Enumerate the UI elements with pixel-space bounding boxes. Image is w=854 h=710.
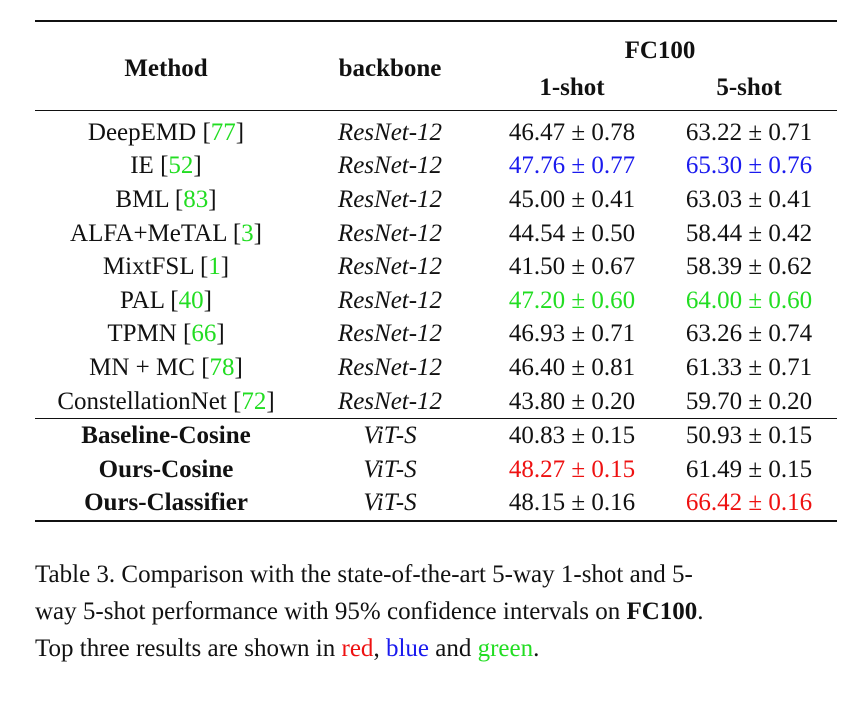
citation-link[interactable]: 52 <box>168 152 194 180</box>
method-cell: ConstellationNet [72] <box>57 387 275 415</box>
table-row: PAL [40] ResNet-12 47.20 ± 0.60 64.00 ± … <box>35 284 837 318</box>
method-cell: IE [52] <box>130 152 202 180</box>
backbone-cell: ResNet-12 <box>337 118 443 146</box>
method-cell: TPMN [66] <box>107 320 225 348</box>
header-five-shot: 5-shot <box>716 74 782 101</box>
backbone-cell: ResNet-12 <box>337 152 443 180</box>
caption-line-3: Top three results are shown in red, blue… <box>35 635 540 662</box>
caption-red-word: red <box>341 635 374 662</box>
table-row: MixtFSL [1] ResNet-12 41.50 ± 0.67 58.39… <box>35 250 837 284</box>
backbone-cell: ViT-S <box>363 489 417 517</box>
one-shot-cell: 41.50 ± 0.67 <box>508 253 636 281</box>
table-row: IE [52] ResNet-12 47.76 ± 0.77 65.30 ± 0… <box>35 150 837 184</box>
caption-dataset-name: FC100 <box>626 598 698 625</box>
backbone-cell: ResNet-12 <box>337 185 443 213</box>
table-row: MN + MC [78] ResNet-12 46.40 ± 0.81 61.3… <box>35 351 837 385</box>
header-backbone: backbone <box>338 55 442 82</box>
table-row: Ours-Classifier ViT-S 48.15 ± 0.16 66.42… <box>35 487 838 522</box>
backbone-cell: ResNet-12 <box>337 387 443 415</box>
five-shot-cell: 50.93 ± 0.15 <box>685 422 813 450</box>
one-shot-cell: 48.15 ± 0.16 <box>508 489 636 517</box>
caption-line-2: way 5-shot performance with 95% confiden… <box>35 598 704 625</box>
backbone-cell: ResNet-12 <box>337 353 443 381</box>
header-method: Method <box>124 55 208 82</box>
five-shot-cell: 63.26 ± 0.74 <box>685 320 813 348</box>
five-shot-cell: 61.49 ± 0.15 <box>685 455 813 483</box>
method-cell: PAL [40] <box>120 286 212 314</box>
five-shot-cell: 65.30 ± 0.76 <box>685 152 813 180</box>
citation-link[interactable]: 3 <box>241 219 254 247</box>
one-shot-cell: 40.83 ± 0.15 <box>508 422 636 450</box>
one-shot-cell: 48.27 ± 0.15 <box>508 455 636 483</box>
five-shot-cell: 61.33 ± 0.71 <box>685 353 813 381</box>
table-caption: Table 3. Comparison with the state-of-th… <box>35 556 835 667</box>
backbone-cell: ViT-S <box>363 422 417 450</box>
method-cell: Ours-Cosine <box>98 455 234 483</box>
table-row: DeepEMD [77] ResNet-12 46.47 ± 0.78 63.2… <box>35 110 838 150</box>
backbone-cell: ViT-S <box>363 455 417 483</box>
five-shot-cell: 64.00 ± 0.60 <box>685 286 813 314</box>
citation-link[interactable]: 83 <box>183 185 209 213</box>
one-shot-cell: 47.20 ± 0.60 <box>508 286 636 314</box>
method-cell: ALFA+MeTAL [3] <box>70 219 262 247</box>
table-row: ALFA+MeTAL [3] ResNet-12 44.54 ± 0.50 58… <box>35 217 837 251</box>
method-cell: Ours-Classifier <box>84 489 248 517</box>
one-shot-cell: 47.76 ± 0.77 <box>508 152 636 180</box>
citation-link[interactable]: 1 <box>208 253 221 281</box>
results-table: Method backbone FC100 1-shot 5-shot Deep… <box>35 20 838 522</box>
table-row: Ours-Cosine ViT-S 48.27 ± 0.15 61.49 ± 0… <box>35 453 837 487</box>
five-shot-cell: 66.42 ± 0.16 <box>685 489 813 517</box>
caption-green-word: green <box>477 635 534 662</box>
one-shot-cell: 46.47 ± 0.78 <box>508 118 636 146</box>
citation-link[interactable]: 78 <box>209 353 235 381</box>
citation-link[interactable]: 40 <box>178 286 204 314</box>
five-shot-cell: 58.39 ± 0.62 <box>685 253 813 281</box>
header-one-shot: 1-shot <box>539 74 605 101</box>
header-dataset: FC100 <box>624 37 696 64</box>
backbone-cell: ResNet-12 <box>337 286 443 314</box>
table-row: TPMN [66] ResNet-12 46.93 ± 0.71 63.26 ±… <box>35 318 837 352</box>
table-row: Baseline-Cosine ViT-S 40.83 ± 0.15 50.93… <box>35 418 838 453</box>
one-shot-cell: 44.54 ± 0.50 <box>508 219 636 247</box>
five-shot-cell: 59.70 ± 0.20 <box>685 387 813 415</box>
method-cell: BML [83] <box>115 185 217 213</box>
method-cell: MixtFSL [1] <box>102 253 230 281</box>
caption-line-1: Table 3. Comparison with the state-of-th… <box>35 561 693 588</box>
citation-link[interactable]: 72 <box>241 387 267 415</box>
one-shot-cell: 46.93 ± 0.71 <box>508 320 636 348</box>
method-cell: MN + MC [78] <box>89 353 243 381</box>
backbone-cell: ResNet-12 <box>337 219 443 247</box>
citation-link[interactable]: 77 <box>210 118 236 146</box>
backbone-cell: ResNet-12 <box>337 320 443 348</box>
one-shot-cell: 43.80 ± 0.20 <box>508 387 636 415</box>
method-cell: Baseline-Cosine <box>81 422 251 450</box>
table-row: BML [83] ResNet-12 45.00 ± 0.41 63.03 ± … <box>35 183 837 217</box>
backbone-cell: ResNet-12 <box>337 253 443 281</box>
one-shot-cell: 46.40 ± 0.81 <box>508 353 636 381</box>
method-cell: DeepEMD [77] <box>87 118 245 146</box>
five-shot-cell: 58.44 ± 0.42 <box>685 219 813 247</box>
results-table-container: Method backbone FC100 1-shot 5-shot Deep… <box>35 20 838 522</box>
five-shot-cell: 63.22 ± 0.71 <box>685 118 813 146</box>
five-shot-cell: 63.03 ± 0.41 <box>685 185 813 213</box>
one-shot-cell: 45.00 ± 0.41 <box>508 185 636 213</box>
caption-blue-word: blue <box>385 635 429 662</box>
citation-link[interactable]: 66 <box>191 320 217 348</box>
table-row: ConstellationNet [72] ResNet-12 43.80 ± … <box>35 385 837 419</box>
